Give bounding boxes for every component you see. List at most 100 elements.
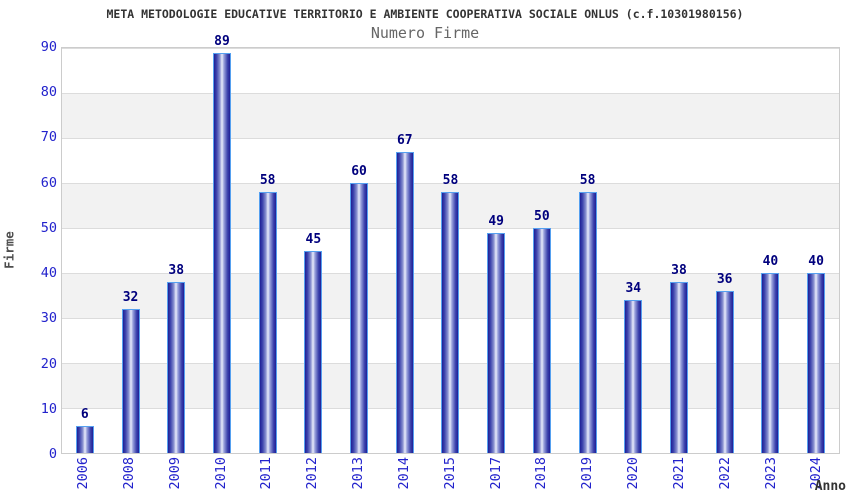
bar-2018 (532, 228, 551, 453)
bar-slot: 38 (153, 48, 199, 453)
x-tick-label: 2013 (350, 457, 367, 490)
x-tick-slot: 2014 (382, 457, 428, 499)
bar-slot: 45 (291, 48, 337, 453)
x-tick-label: 2023 (762, 457, 779, 490)
bar-2011 (258, 192, 277, 453)
bars-layer: 6 32 38 89 58 45 60 67 58 49 50 58 34 38 36 40 40 (62, 34, 839, 453)
bar-slot: 32 (108, 48, 154, 453)
x-tick-slot: 2018 (519, 457, 565, 499)
bar-2008 (121, 309, 140, 453)
x-tick-slot: 2011 (244, 457, 290, 499)
bar-value-label: 89 (214, 33, 230, 49)
x-tick-slot: 2012 (290, 457, 336, 499)
bar-value-label: 58 (442, 173, 459, 189)
x-tick-label: 2012 (304, 457, 321, 490)
bar-slot: 38 (656, 48, 702, 453)
y-tick-label: 0 (48, 446, 57, 462)
bar-value-label: 50 (534, 209, 550, 224)
bar-2019 (578, 192, 597, 453)
bar-slot: 36 (702, 48, 748, 453)
x-axis-ticks: 2006 2008 2009 2010 2011 2012 2013 2014 2015 2017… (61, 457, 840, 499)
bar-2020 (624, 300, 643, 453)
y-tick-label: 60 (40, 174, 57, 191)
bar-slot: 49 (473, 48, 519, 453)
y-tick-label: 20 (40, 355, 57, 372)
bar-value-label: 60 (351, 164, 367, 180)
x-tick-slot: 2020 (611, 457, 657, 499)
x-tick-label: 2021 (670, 457, 687, 490)
x-tick-slot: 2009 (153, 457, 199, 499)
bar-2012 (304, 250, 323, 453)
bar-2017 (487, 232, 506, 453)
bar-value-label: 58 (579, 173, 596, 189)
bar-slot: 40 (748, 48, 794, 453)
grid-band (62, 48, 839, 93)
bar-value-label: 38 (671, 263, 687, 278)
bar-value-label: 34 (625, 281, 642, 296)
x-tick-label: 2019 (579, 457, 596, 490)
x-tick-label: 2015 (441, 457, 458, 490)
chart-title: META METODOLOGIE EDUCATIVE TERRITORIO E … (106, 7, 744, 21)
bar-value-label: 6 (80, 407, 89, 423)
y-tick-label: 10 (40, 400, 57, 417)
x-tick-slot: 2006 (61, 457, 107, 499)
bar-2006 (75, 426, 94, 453)
bar-value-label: 45 (305, 231, 322, 247)
x-tick-slot: 2008 (107, 457, 153, 499)
x-tick-label: 2017 (487, 457, 504, 490)
plot-area: 6 32 38 89 58 45 60 67 58 49 50 58 34 38 36 40 40 (61, 34, 840, 454)
bar-value-label: 36 (716, 272, 733, 287)
y-tick-label: 30 (40, 310, 57, 327)
bar-value-label: 40 (762, 254, 779, 270)
bar-slot: 67 (382, 48, 428, 453)
bar-2022 (715, 291, 734, 453)
x-tick-slot: 2017 (473, 457, 519, 499)
x-tick-slot: 2015 (428, 457, 474, 499)
x-tick-label: 2010 (212, 457, 229, 490)
bar-slot: 89 (199, 34, 245, 453)
bar-value-label: 58 (259, 173, 276, 189)
bar-2021 (669, 282, 688, 453)
bar-value-label: 38 (168, 263, 185, 278)
y-tick-label: 80 (40, 84, 57, 101)
bar-value-label: 49 (488, 213, 504, 229)
x-tick-slot: 2022 (703, 457, 749, 499)
bar-2015 (441, 192, 460, 453)
x-tick-slot: 2019 (565, 457, 611, 499)
bar-2009 (167, 282, 186, 453)
bar-value-label: 67 (396, 132, 413, 148)
bar-slot: 50 (519, 48, 565, 453)
grid-band (62, 138, 839, 183)
grid-band (62, 93, 839, 138)
bar-slot: 58 (565, 48, 611, 453)
chart-subtitle: Numero Firme (370, 24, 480, 42)
y-tick-label: 50 (40, 219, 57, 236)
bar-slot: 34 (610, 48, 656, 453)
x-tick-slot: 2013 (336, 457, 382, 499)
bar-2024 (807, 273, 826, 453)
x-tick-label: 2022 (716, 457, 733, 490)
bar-slot: 60 (336, 48, 382, 453)
x-axis-title: Anno (814, 479, 846, 494)
x-tick-label: 2014 (395, 457, 412, 490)
y-tick-label: 40 (40, 265, 57, 282)
x-tick-label: 2011 (258, 457, 275, 490)
bar-2010 (212, 52, 231, 453)
bar-2014 (395, 151, 414, 453)
bar-slot: 58 (245, 48, 291, 453)
x-tick-label: 2009 (166, 457, 183, 490)
x-tick-label: 2020 (625, 457, 642, 490)
bar-slot: 6 (62, 48, 108, 453)
bar-2013 (350, 183, 369, 453)
x-tick-slot: 2010 (198, 457, 244, 499)
x-tick-label: 2006 (75, 457, 92, 490)
x-tick-slot: 2021 (657, 457, 703, 499)
bar-slot: 58 (428, 48, 474, 453)
x-tick-slot: 2023 (748, 457, 794, 499)
bar-slot: 40 (793, 48, 839, 453)
y-axis-ticks: 0 10 20 30 40 50 60 70 80 90 (0, 39, 57, 462)
bar-2023 (761, 273, 780, 453)
x-tick-label: 2008 (120, 457, 137, 490)
bar-value-label: 40 (808, 254, 824, 270)
